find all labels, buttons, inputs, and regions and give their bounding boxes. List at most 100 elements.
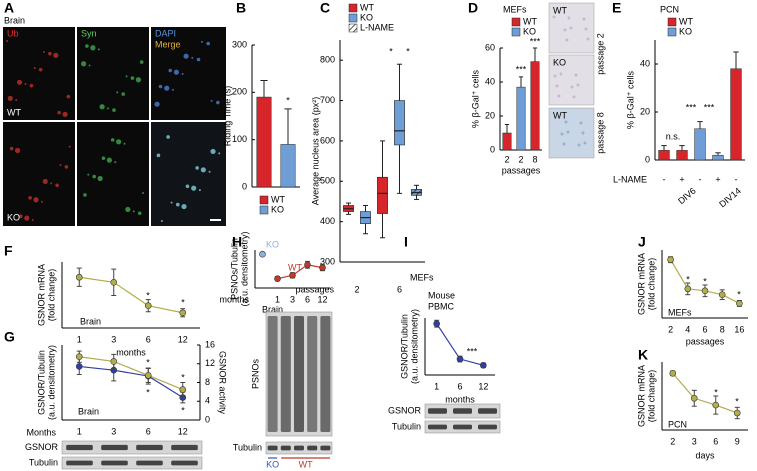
- y-axis-label: GSNOR/Tubulin: [36, 350, 46, 415]
- blot-band: [136, 444, 163, 451]
- annotation: *: [181, 372, 185, 382]
- speckle: [216, 100, 220, 105]
- point: [110, 279, 118, 286]
- y-tick-label: 0: [205, 414, 210, 424]
- speckle: [132, 210, 135, 213]
- speckle: [185, 184, 190, 189]
- annotation: *: [714, 387, 718, 397]
- annotation: *: [389, 46, 393, 56]
- image-group-label: passage 2: [595, 33, 605, 75]
- y-tick-label: 20: [485, 110, 495, 120]
- speckles: [6, 40, 221, 223]
- annotation: *: [146, 357, 150, 367]
- blot-band: [267, 445, 278, 451]
- y-axis-label: % β-Gal⁺ cells: [625, 71, 635, 129]
- y-tick-label: 100: [232, 134, 247, 144]
- point: [75, 273, 83, 281]
- row-value: +: [679, 174, 684, 184]
- y-tick-label: 500: [320, 176, 335, 186]
- speckle: [59, 163, 62, 166]
- point: [733, 409, 741, 417]
- speckle: [200, 40, 203, 43]
- stain-spot: [583, 141, 587, 145]
- annotation: ***: [467, 346, 478, 356]
- speckle: [15, 98, 18, 101]
- image-label: WT: [553, 5, 567, 15]
- point: [75, 363, 83, 370]
- x-tick-label: 12: [178, 334, 188, 344]
- bar: [502, 132, 512, 151]
- speckle: [50, 182, 53, 185]
- speckle: [116, 139, 122, 145]
- row-value: +: [715, 174, 720, 184]
- speckle: [38, 67, 43, 72]
- x-tick-label: 1: [434, 381, 439, 391]
- x-tick-label: 1: [77, 426, 82, 436]
- speckle: [137, 211, 142, 216]
- row-value: -: [699, 174, 702, 184]
- panel-letter: K: [638, 347, 648, 363]
- speckle: [57, 110, 61, 115]
- point: [259, 250, 266, 258]
- group-label: DIV6: [676, 186, 698, 207]
- blot-band: [171, 460, 198, 466]
- stain-spot: [577, 143, 581, 147]
- stain-spot: [553, 74, 557, 78]
- blot-band: [66, 444, 93, 451]
- x-tick-label: 2: [354, 284, 359, 294]
- speckle: [42, 178, 48, 185]
- y-tick-label: 0: [645, 154, 650, 164]
- x-tick-label: 6: [713, 436, 718, 446]
- y-axis-label: GSNOR/Tubulin: [399, 314, 409, 379]
- stain-spot: [574, 73, 578, 77]
- panel-letter: G: [4, 329, 15, 345]
- annotation: n.s.: [666, 131, 681, 141]
- y-tick-label: 300: [232, 39, 247, 49]
- blot-band: [307, 316, 318, 432]
- speckle: [114, 161, 117, 164]
- stain-spot: [564, 120, 568, 124]
- micrograph: [3, 122, 75, 226]
- y-tick-label: 60: [485, 42, 495, 52]
- point: [736, 300, 743, 307]
- blot-label: Tubulin: [233, 442, 262, 452]
- stain-spot: [579, 121, 583, 125]
- speckle: [210, 148, 216, 155]
- blot-strip: [61, 440, 203, 455]
- blot-band: [280, 316, 291, 432]
- annotation: *: [286, 95, 290, 105]
- x-tick-label: 6: [146, 334, 151, 344]
- bar: [694, 128, 706, 161]
- legend-label: KO: [360, 12, 373, 22]
- point: [289, 272, 296, 279]
- channel-label: Ub: [7, 28, 19, 38]
- y-tick-label: 40: [640, 58, 650, 68]
- x-tick-label: 12: [478, 381, 488, 391]
- y-axis-label: PSNOs/Tubulin: [229, 238, 239, 300]
- series-label: KO: [266, 239, 279, 249]
- y2-axis-label: GSNOR activity: [218, 351, 228, 415]
- series-line: [79, 276, 183, 314]
- stain-spot: [567, 16, 571, 20]
- annotation: ***: [686, 102, 697, 112]
- blot-band: [171, 444, 198, 451]
- y-tick-label: 20: [640, 106, 650, 116]
- x-axis-label: passages: [686, 336, 725, 346]
- blot-band: [320, 445, 331, 451]
- row-label: L-NAME: [613, 174, 647, 184]
- y-axis-label: GSNOR mRNA: [636, 365, 646, 427]
- channel-label: Merge: [155, 39, 181, 49]
- point: [701, 287, 709, 295]
- series-line: [79, 365, 184, 399]
- legend-label: KO: [523, 26, 536, 36]
- speckle: [139, 60, 144, 64]
- panel-title: Brain: [4, 15, 25, 25]
- panel-letter: E: [612, 0, 621, 16]
- row-value: -: [663, 174, 666, 184]
- speckle: [92, 174, 96, 179]
- speckle: [191, 56, 194, 59]
- point: [110, 358, 118, 365]
- legend-label: WT: [360, 2, 374, 12]
- y-axis-label: Average nucleus area (px²): [310, 97, 320, 205]
